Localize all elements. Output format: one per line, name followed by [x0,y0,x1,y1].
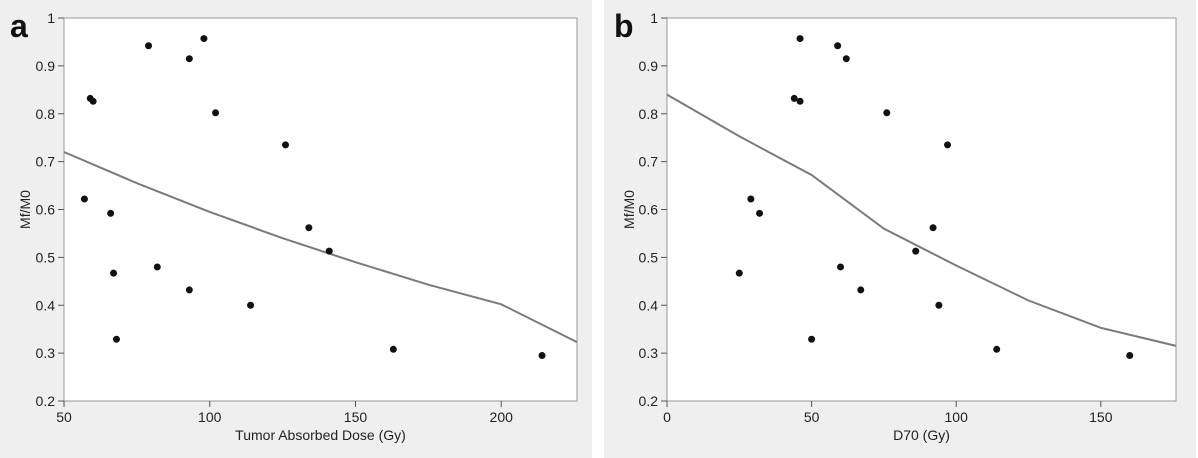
data-point [107,209,115,217]
plot-area [666,17,1177,402]
y-axis-label: Mf/M0 [621,190,637,229]
y-tick-label: 1 [47,10,55,26]
y-tick-label: 0.7 [639,154,659,170]
data-point [808,335,816,343]
y-tick-label: 0.5 [36,249,56,265]
data-point [747,195,755,203]
y-tick-label: 0.8 [36,106,56,122]
data-point [200,35,208,43]
data-point [790,94,798,102]
fit-curve [63,151,578,343]
data-point [185,286,193,294]
data-point [80,195,88,203]
y-tick-label: 0.6 [36,202,56,218]
data-point [282,141,290,149]
fit-curve [666,93,1177,347]
data-point [1126,352,1134,360]
x-tick-label: 100 [945,409,969,425]
panel-letter-a: a [10,8,28,44]
data-point [325,247,333,255]
data-point [883,109,891,117]
x-axis-label: Tumor Absorbed Dose (Gy) [235,427,406,443]
data-point [837,263,845,271]
data-point [110,269,118,277]
x-tick-label: 200 [490,409,514,425]
data-point [756,209,764,217]
x-axis-label: D70 (Gy) [893,427,950,443]
x-tick-label: 50 [56,409,72,425]
x-tick-label: 150 [344,409,368,425]
y-tick-label: 0.5 [639,249,659,265]
y-tick-label: 0.4 [639,297,659,313]
y-axis-label: Mf/M0 [17,190,33,229]
data-point [112,335,120,343]
data-point [153,263,161,271]
scatter-plot-b: 0.2 0.3 0.4 0.5 0.6 0.7 0.8 0.9 1 0 50 100 150 D70 (G… [621,10,1177,443]
y-tick-label: 1 [650,10,658,26]
chart-panel-b: b 0.2 0.3 0.4 0.5 0.6 0.7 0.8 0.9 1 0 50 100 150 D70 … [604,0,1196,458]
y-tick-label: 0.9 [639,58,659,74]
data-point [796,35,804,43]
data-point [305,224,313,232]
y-tick-label: 0.2 [639,393,659,409]
data-point [538,352,546,360]
data-point [944,141,952,149]
data-point [834,42,842,50]
y-tick-label: 0.3 [36,345,56,361]
y-tick-label: 0.7 [36,154,56,170]
y-tick-label: 0.2 [36,393,56,409]
panel-letter-b: b [614,8,634,44]
x-tick-label: 100 [198,409,222,425]
y-tick-label: 0.6 [639,202,659,218]
y-tick-label: 0.8 [639,106,659,122]
plot-area [63,17,578,402]
data-point [389,345,397,353]
data-point [735,269,743,277]
chart-panel-a: a 0.2 0.3 0.4 0.5 0.6 0.7 0.8 0.9 1 50 100 150 200 Tu… [0,0,592,458]
x-tick-label: 150 [1089,409,1113,425]
data-point [185,55,193,63]
data-point [912,247,920,255]
data-point [145,42,153,50]
y-tick-label: 0.3 [639,345,659,361]
data-point [89,97,97,105]
data-point [929,224,937,232]
data-point [247,301,255,309]
y-tick-label: 0.4 [36,297,56,313]
data-point [857,286,865,294]
data-point [842,55,850,63]
data-point [796,97,804,105]
x-tick-label: 0 [663,409,671,425]
x-tick-label: 50 [804,409,820,425]
data-point [993,345,1001,353]
y-tick-label: 0.9 [36,58,56,74]
data-point [935,301,943,309]
data-point [212,109,220,117]
